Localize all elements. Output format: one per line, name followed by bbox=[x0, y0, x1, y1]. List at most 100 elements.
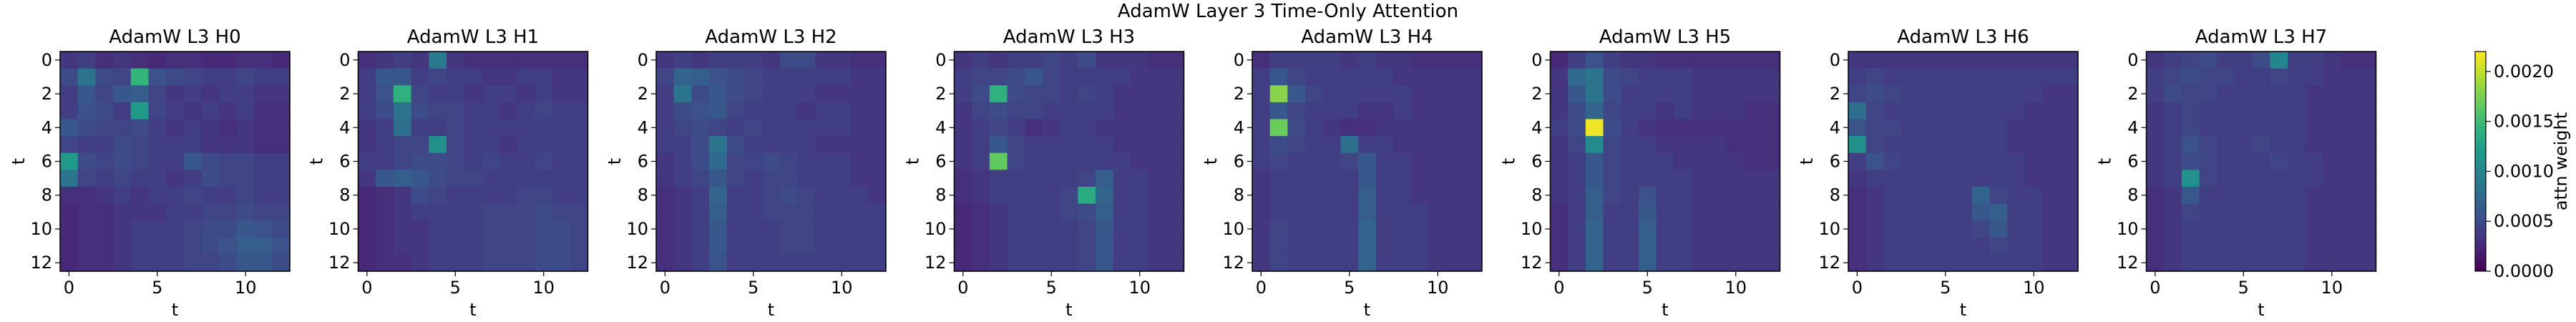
heatmap-cell bbox=[1656, 170, 1674, 187]
heatmap-cell bbox=[1007, 68, 1025, 86]
heatmap-cell bbox=[1252, 220, 1271, 238]
heatmap-cell bbox=[1428, 119, 1448, 137]
heatmap-cell bbox=[535, 85, 553, 103]
heatmap-cell bbox=[482, 220, 500, 238]
heatmap-cell bbox=[797, 52, 816, 69]
heatmap-cell bbox=[2323, 85, 2341, 103]
heatmap-cell bbox=[2007, 203, 2026, 221]
heatmap-cell bbox=[1252, 152, 1271, 170]
heatmap-cell bbox=[1954, 52, 1973, 69]
heatmap-cell bbox=[2042, 237, 2061, 255]
heatmap-cell bbox=[2252, 203, 2270, 221]
heatmap-cell bbox=[2060, 52, 2079, 69]
heatmap-cell bbox=[1287, 85, 1306, 103]
heatmap-cell bbox=[2270, 52, 2288, 69]
heatmap-cell bbox=[2146, 68, 2165, 86]
heatmap-cells bbox=[358, 52, 589, 272]
heatmap-cell bbox=[1901, 203, 1920, 221]
x-tick-label: 5 bbox=[748, 278, 758, 298]
heatmap-cell bbox=[1762, 170, 1781, 187]
heatmap-cell bbox=[411, 237, 429, 255]
heatmap-cell bbox=[1252, 237, 1271, 255]
heatmap-cell bbox=[358, 52, 376, 69]
heatmap-cell bbox=[95, 170, 114, 187]
heatmap-cell bbox=[1375, 220, 1395, 238]
x-tick-label: 10 bbox=[1724, 278, 1747, 298]
heatmap-cell bbox=[850, 186, 869, 205]
heatmap-cell bbox=[1603, 119, 1621, 137]
heatmap-cell bbox=[464, 220, 482, 238]
heatmap-cell bbox=[393, 68, 412, 86]
heatmap-cell bbox=[691, 170, 710, 187]
heatmap-cell bbox=[1096, 68, 1114, 86]
y-tick-label: 12 bbox=[626, 253, 648, 273]
heatmap-cell bbox=[2358, 254, 2377, 272]
heatmap-cell bbox=[989, 220, 1008, 238]
heatmap-cell bbox=[1727, 203, 1745, 221]
heatmap-cell bbox=[762, 237, 781, 255]
heatmap-cell bbox=[535, 102, 553, 120]
heatmap-cell bbox=[1621, 85, 1639, 103]
heatmap-cell bbox=[166, 152, 185, 170]
heatmap-panel: AdamW L3 H1 0 5 10 0 2 4 6 8 10 12 t t bbox=[307, 26, 589, 320]
heatmap-cell bbox=[482, 102, 500, 120]
heatmap-cell bbox=[113, 186, 132, 205]
heatmap-cell bbox=[1918, 220, 1938, 238]
heatmap-cell bbox=[2024, 186, 2044, 205]
heatmap-cell bbox=[1042, 186, 1061, 205]
heatmap-cell bbox=[60, 220, 79, 238]
heatmap-cell bbox=[1848, 203, 1867, 221]
heatmap-cell bbox=[1358, 237, 1377, 255]
heatmap-cell bbox=[954, 220, 972, 238]
heatmap-cell bbox=[1287, 102, 1306, 120]
heatmap-cell bbox=[1550, 68, 1568, 86]
heatmap-cell bbox=[95, 254, 114, 272]
heatmap-cell bbox=[1113, 152, 1132, 170]
heatmap-cell bbox=[1025, 119, 1043, 137]
heatmap-cell bbox=[954, 237, 972, 255]
heatmap-cell bbox=[1865, 85, 1884, 103]
heatmap-cell bbox=[2042, 170, 2061, 187]
heatmap-cell bbox=[446, 85, 465, 103]
heatmap-cell bbox=[130, 119, 150, 137]
heatmap-cell bbox=[1096, 237, 1114, 255]
panel-title: AdamW L3 H3 bbox=[1003, 26, 1135, 48]
y-axis-label: t bbox=[1797, 158, 1817, 165]
heatmap-cell bbox=[482, 85, 500, 103]
heatmap-cell bbox=[1007, 136, 1025, 154]
y-tick-label: 10 bbox=[2117, 219, 2139, 239]
heatmap-cell bbox=[2358, 203, 2377, 221]
heatmap-cell bbox=[744, 186, 763, 205]
heatmap-cell bbox=[1428, 254, 1448, 272]
heatmap-cell bbox=[1989, 85, 2008, 103]
heatmap-cell bbox=[1692, 136, 1710, 154]
heatmap-cell bbox=[2181, 220, 2200, 238]
heatmap-cell bbox=[2199, 52, 2218, 69]
heatmap-cell bbox=[1042, 254, 1061, 272]
heatmap-cell bbox=[2217, 254, 2235, 272]
heatmap-cell bbox=[1269, 52, 1288, 69]
y-axis-label: t bbox=[307, 158, 327, 165]
heatmap-cell bbox=[762, 136, 781, 154]
heatmap-cell bbox=[1762, 237, 1781, 255]
heatmap-cell bbox=[148, 152, 167, 170]
heatmap-cell bbox=[60, 52, 79, 69]
heatmap-cell bbox=[2270, 254, 2288, 272]
heatmap-cell bbox=[1674, 152, 1692, 170]
heatmap-cell bbox=[236, 237, 255, 255]
heatmap-cell bbox=[744, 170, 763, 187]
x-tick-label: 10 bbox=[1427, 278, 1449, 298]
heatmap-cell bbox=[1078, 85, 1096, 103]
heatmap-cell bbox=[358, 102, 376, 120]
heatmap-cell bbox=[1971, 102, 1991, 120]
heatmap-cell bbox=[2024, 68, 2044, 86]
heatmap-cell bbox=[1745, 52, 1763, 69]
y-tick-label: 2 bbox=[1531, 84, 1542, 104]
heatmap-cell bbox=[2358, 85, 2377, 103]
heatmap-cell bbox=[393, 136, 412, 154]
heatmap-cell bbox=[1971, 170, 1991, 187]
heatmap-cell bbox=[1411, 170, 1430, 187]
heatmap-cell bbox=[1411, 220, 1430, 238]
heatmap-cell bbox=[1322, 186, 1342, 205]
heatmap-cell bbox=[2181, 52, 2200, 69]
